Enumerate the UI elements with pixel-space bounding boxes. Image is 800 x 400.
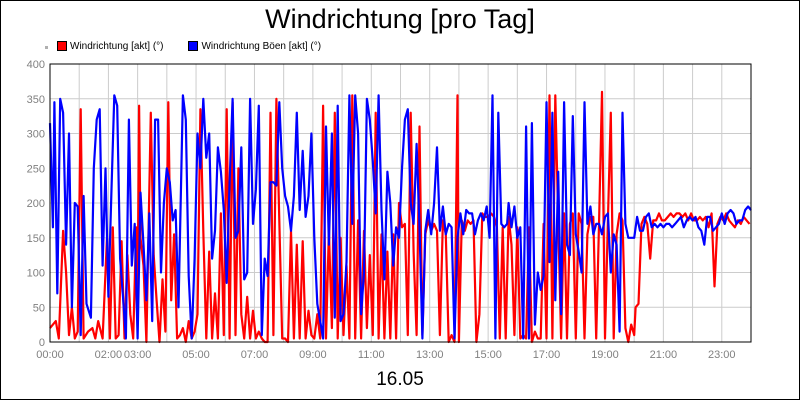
x-axis-label: 16.05 bbox=[376, 369, 424, 390]
x-tick-label: 21:00 bbox=[650, 349, 678, 361]
chart-title: Windrichtung [pro Tag] bbox=[265, 4, 535, 34]
y-tick-label: 400 bbox=[27, 59, 45, 71]
series-line-0 bbox=[49, 90, 751, 344]
x-tick-label: 02:00 bbox=[95, 349, 123, 361]
legend-swatch-boeen bbox=[188, 41, 199, 51]
x-tick-label: 05:00 bbox=[182, 349, 210, 361]
legend-label-akt: Windrichtung [akt] (°) bbox=[70, 40, 164, 52]
x-tick-label: 13:00 bbox=[416, 349, 444, 361]
y-tick-label: 100 bbox=[27, 268, 45, 280]
y-tick-label: 300 bbox=[27, 129, 45, 141]
legend: Windrichtung [akt] (°) Windrichtung Böen… bbox=[45, 39, 346, 53]
x-tick-label: 23:00 bbox=[708, 349, 736, 361]
y-tick-label: 150 bbox=[27, 233, 45, 245]
x-tick-label: 00:00 bbox=[36, 349, 64, 361]
legend-label-boeen: Windrichtung Böen [akt] (°) bbox=[201, 40, 322, 52]
y-tick-label: 250 bbox=[27, 163, 45, 175]
legend-bullet-icon bbox=[45, 45, 48, 49]
legend-entry-akt: Windrichtung [akt] (°) bbox=[57, 41, 163, 52]
legend-swatch-akt bbox=[57, 41, 67, 51]
x-tick-label: 07:00 bbox=[241, 349, 269, 361]
x-tick-label: 09:00 bbox=[299, 349, 327, 361]
x-tick-label: 17:00 bbox=[533, 349, 561, 361]
legend-entry-boeen: Windrichtung Böen [akt] (°) bbox=[188, 41, 321, 52]
y-tick-label: 50 bbox=[33, 302, 45, 314]
x-tick-label: 03:00 bbox=[124, 349, 152, 361]
plot-border bbox=[49, 63, 752, 343]
x-tick-label: 19:00 bbox=[591, 349, 619, 361]
y-tick-label: 0 bbox=[39, 337, 45, 349]
y-tick-label: 350 bbox=[27, 94, 45, 106]
x-tick-label: 11:00 bbox=[358, 349, 385, 361]
y-tick-label: 200 bbox=[27, 198, 45, 210]
x-tick-label: 15:00 bbox=[474, 349, 502, 361]
series-line-1 bbox=[48, 94, 752, 340]
